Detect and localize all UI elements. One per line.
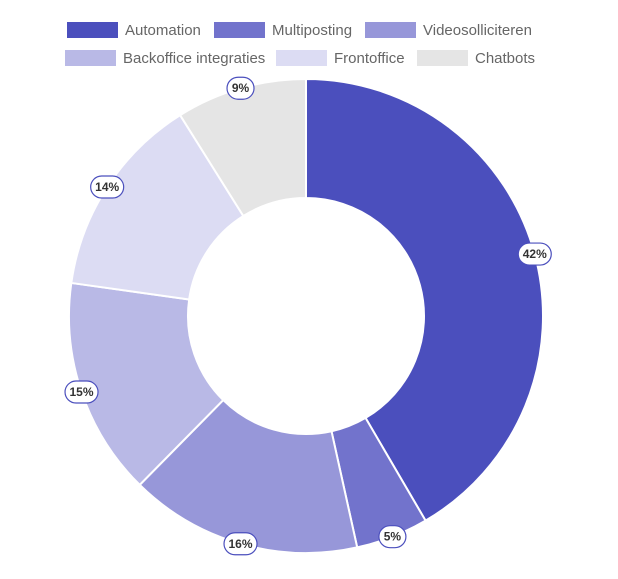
legend-item-videosolliciteren[interactable]: Videosolliciteren <box>365 22 532 39</box>
data-label-text: 15% <box>70 385 94 399</box>
slice-automation[interactable] <box>305 77 544 523</box>
slice-backoffice-integraties[interactable] <box>68 281 225 487</box>
legend-item-multiposting[interactable]: Multiposting <box>214 22 352 39</box>
data-label-bubble <box>223 532 258 556</box>
data-label-multiposting: 5% <box>378 525 407 549</box>
data-label-automation: 42% <box>517 242 552 266</box>
data-label-bubble <box>64 380 99 404</box>
data-label-bubble <box>517 242 552 266</box>
chart-data-labels: 42% 5% 16% 15% 14% 9% <box>64 76 552 556</box>
data-label-bubble <box>226 76 255 100</box>
legend-item-automation[interactable]: Automation <box>67 22 201 39</box>
legend-swatch-videosolliciteren <box>365 22 416 38</box>
slice-frontoffice[interactable] <box>70 113 245 301</box>
chart-slices <box>68 77 544 554</box>
data-label-text: 42% <box>523 247 547 261</box>
slice-videosolliciteren[interactable] <box>138 398 359 554</box>
slice-chatbots[interactable] <box>178 77 307 218</box>
data-label-bubble <box>378 525 407 549</box>
legend-item-chatbots[interactable]: Chatbots <box>417 50 535 67</box>
data-label-text: 5% <box>384 530 402 544</box>
legend-swatch-multiposting <box>214 22 265 38</box>
legend-label-videosolliciteren: Videosolliciteren <box>423 22 532 39</box>
chart-legend: Automation Multiposting Videosolliciteren B… <box>65 22 535 67</box>
legend-label-automation: Automation <box>125 22 201 39</box>
data-label-text: 9% <box>232 81 250 95</box>
legend-item-frontoffice[interactable]: Frontoffice <box>276 50 405 67</box>
legend-label-multiposting: Multiposting <box>272 22 352 39</box>
data-label-backoffice-integraties: 15% <box>64 380 99 404</box>
legend-swatch-frontoffice <box>276 50 327 66</box>
data-label-text: 16% <box>229 537 253 551</box>
legend-item-backoffice-integraties[interactable]: Backoffice integraties <box>65 50 265 67</box>
legend-label-frontoffice: Frontoffice <box>334 50 405 67</box>
data-label-text: 14% <box>95 180 119 194</box>
legend-label-chatbots: Chatbots <box>475 50 535 67</box>
data-label-frontoffice: 14% <box>90 175 125 199</box>
legend-swatch-automation <box>67 22 118 38</box>
legend-swatch-backoffice-integraties <box>65 50 116 66</box>
legend-swatch-chatbots <box>417 50 468 66</box>
data-label-videosolliciteren: 16% <box>223 532 258 556</box>
data-label-chatbots: 9% <box>226 76 255 100</box>
legend-label-backoffice-integraties: Backoffice integraties <box>123 50 265 67</box>
data-label-bubble <box>90 175 125 199</box>
